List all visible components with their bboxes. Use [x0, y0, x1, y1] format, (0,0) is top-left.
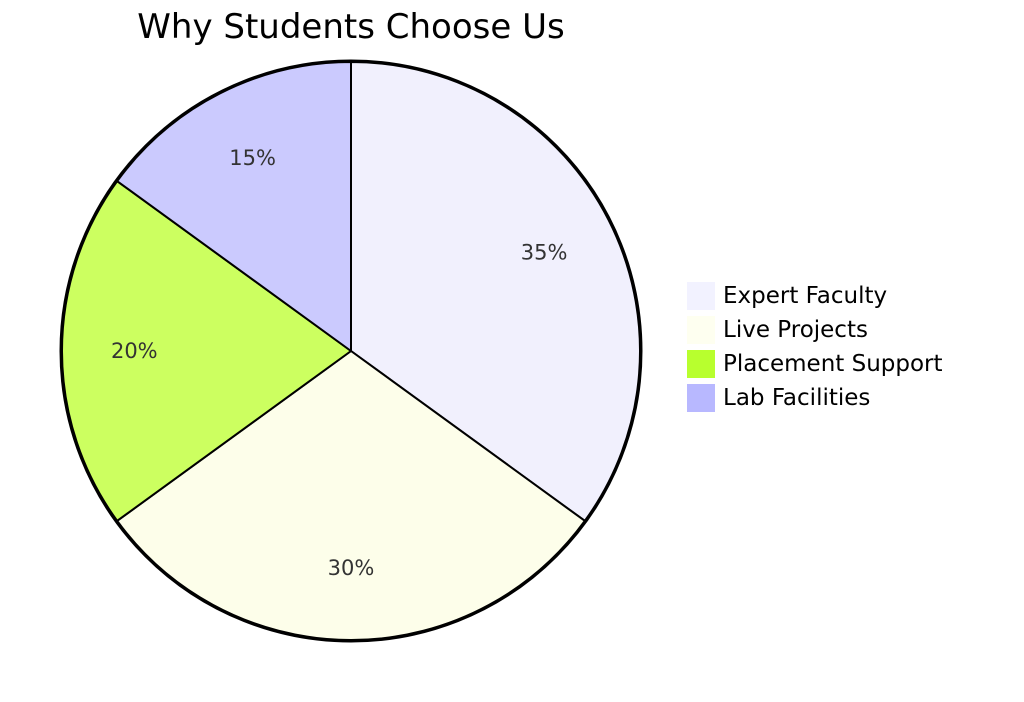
legend-swatch-expert-faculty — [687, 282, 715, 310]
legend-label-placement-support: Placement Support — [723, 351, 943, 377]
legend-swatch-live-projects — [687, 316, 715, 344]
legend-label-expert-faculty: Expert Faculty — [723, 283, 887, 309]
pie-slice-labels: 35% 30% 20% 15% — [111, 146, 567, 580]
pie-slices — [60, 61, 641, 641]
slice-value-label: 35% — [521, 241, 568, 265]
legend-label-live-projects: Live Projects — [723, 317, 868, 343]
chart-title: Why Students Choose Us — [137, 7, 564, 47]
slice-value-label: 15% — [229, 146, 276, 170]
legend-swatch-placement-support — [687, 350, 715, 378]
legend-swatch-lab-facilities — [687, 384, 715, 412]
slice-value-label: 30% — [328, 556, 375, 580]
legend: Expert Faculty Live Projects Placement Sup… — [687, 282, 943, 412]
legend-label-lab-facilities: Lab Facilities — [723, 385, 870, 411]
slice-value-label: 20% — [111, 339, 158, 363]
pie-outline — [59, 59, 643, 643]
